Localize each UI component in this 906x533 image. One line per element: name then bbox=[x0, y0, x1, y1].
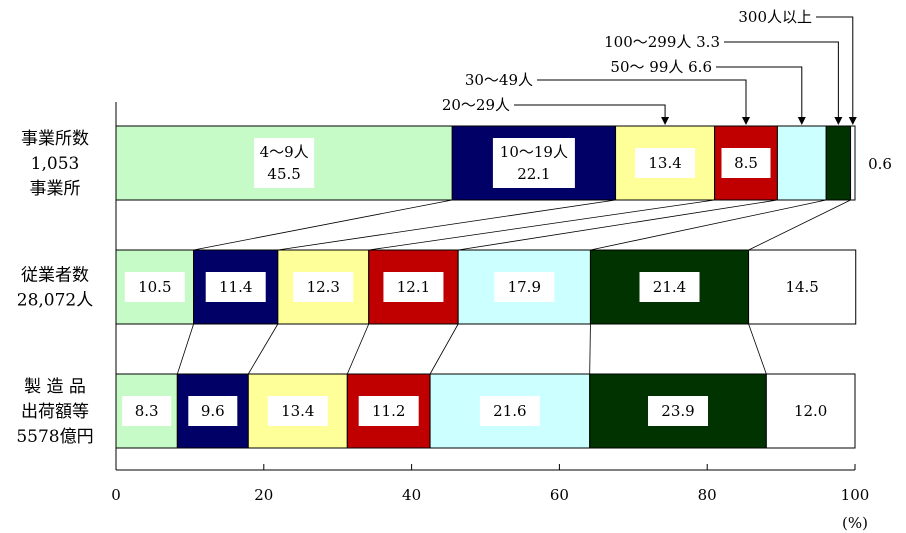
bar-segment-0-5 bbox=[825, 125, 852, 201]
category-label: 5578億円 bbox=[16, 427, 93, 447]
callout-label: 100～299人 3.3 bbox=[604, 33, 720, 51]
bar-segment-0-6 bbox=[850, 125, 856, 201]
segment-value-label: 17.9 bbox=[508, 278, 541, 296]
category-label: 出荷額等 bbox=[21, 402, 89, 422]
callout-label: 20～29人 bbox=[442, 96, 510, 114]
segment-label-box bbox=[635, 148, 696, 178]
segment-value-label: 21.4 bbox=[653, 278, 686, 296]
callout-label: 50～ 99人 6.6 bbox=[610, 58, 712, 76]
callout-leader bbox=[716, 66, 803, 117]
x-tick-label: 100 bbox=[841, 486, 870, 504]
segment-value-label: 9.6 bbox=[201, 402, 225, 420]
category-label: 事業所 bbox=[30, 179, 81, 199]
segment-label-box bbox=[780, 396, 841, 426]
connector-line bbox=[458, 199, 778, 251]
segment-label-box bbox=[205, 272, 266, 302]
callout-arrow bbox=[834, 117, 843, 125]
x-tick-label: 20 bbox=[254, 486, 273, 504]
segment-value-label: 11.4 bbox=[219, 278, 252, 296]
connector-line bbox=[748, 323, 767, 375]
segment-value-label: 14.5 bbox=[785, 278, 818, 296]
segment-value-label: 8.3 bbox=[135, 402, 159, 420]
segment-value-label: 13.4 bbox=[281, 402, 314, 420]
callout-arrow bbox=[661, 117, 670, 125]
category-label: 1,053 bbox=[31, 154, 80, 174]
segment-label-box bbox=[383, 272, 444, 302]
connector-line bbox=[176, 323, 194, 375]
x-tick-label: 60 bbox=[550, 486, 569, 504]
category-label: 従業者数 bbox=[21, 266, 89, 286]
x-tick-label: 40 bbox=[402, 486, 421, 504]
connector-line bbox=[346, 323, 370, 375]
callout-leader bbox=[724, 41, 839, 117]
segment-value-label: 12.0 bbox=[794, 402, 827, 420]
callouts: 20～29人 30～49人 50～ 99人 6.6 100～299人 3.3 300人以… bbox=[442, 8, 892, 173]
callout-arrow bbox=[797, 117, 806, 125]
x-axis-unit: (%) bbox=[842, 514, 868, 532]
category-label: 製 造 品 bbox=[24, 377, 86, 397]
segment-label-box bbox=[648, 396, 709, 426]
segment-value-label: 21.6 bbox=[493, 402, 526, 420]
connector-line bbox=[589, 323, 591, 375]
connector-line bbox=[748, 199, 851, 251]
bar-segment-0-4 bbox=[776, 125, 827, 201]
segment-value-label: 4～9人 bbox=[260, 143, 309, 161]
connector-line bbox=[277, 199, 616, 251]
segment-label-box bbox=[122, 396, 172, 426]
connector-line bbox=[247, 323, 279, 375]
callout-leader bbox=[537, 79, 747, 117]
connector-line bbox=[590, 199, 827, 251]
segment-label-box bbox=[639, 272, 700, 302]
segment-value-label: 11.2 bbox=[372, 402, 405, 420]
segment-label-box bbox=[479, 396, 540, 426]
x-axis: 0 20 40 60 80 100 (%) bbox=[111, 102, 869, 532]
callout-arrow bbox=[848, 117, 857, 125]
segment-value-label: 23.9 bbox=[661, 402, 694, 420]
segment-label-box bbox=[188, 396, 238, 426]
connector-line bbox=[429, 323, 459, 375]
connector-lines bbox=[176, 199, 851, 375]
segment-label-box bbox=[492, 138, 575, 188]
x-tick-label: 80 bbox=[698, 486, 717, 504]
connector-line bbox=[368, 199, 715, 251]
bars: 4～9人 45.5 10～19人 22.1 13.4 8.5 10.5 11.4 12.3 12.… bbox=[115, 125, 857, 449]
segment-value-label: 22.1 bbox=[517, 165, 550, 183]
segment-value-label: 8.5 bbox=[734, 154, 758, 172]
segment-value-label: 45.5 bbox=[267, 165, 300, 183]
segment-label-box bbox=[254, 138, 315, 188]
segment-value-label: 12.3 bbox=[307, 278, 340, 296]
segment-label-box bbox=[124, 272, 185, 302]
connector-line bbox=[193, 199, 453, 251]
category-label: 事業所数 bbox=[21, 129, 89, 149]
callout-leader bbox=[816, 16, 854, 117]
callout-label: 300人以上 bbox=[738, 8, 812, 26]
callout-label: 30～49人 bbox=[465, 71, 533, 89]
callout-leader bbox=[514, 104, 666, 117]
segment-value-label: 10～19人 bbox=[500, 143, 568, 161]
outside-value-label: 0.6 bbox=[868, 155, 892, 173]
segment-label-box bbox=[772, 272, 833, 302]
segment-value-label: 13.4 bbox=[648, 154, 681, 172]
segment-label-box bbox=[494, 272, 555, 302]
segment-label-box bbox=[721, 148, 771, 178]
segment-label-box bbox=[358, 396, 419, 426]
segment-value-label: 10.5 bbox=[138, 278, 171, 296]
category-label: 28,072人 bbox=[17, 291, 93, 311]
segment-value-label: 12.1 bbox=[397, 278, 430, 296]
callout-arrow bbox=[741, 117, 750, 125]
segment-label-box bbox=[267, 396, 328, 426]
segment-label-box bbox=[293, 272, 354, 302]
x-tick-label: 0 bbox=[111, 486, 121, 504]
